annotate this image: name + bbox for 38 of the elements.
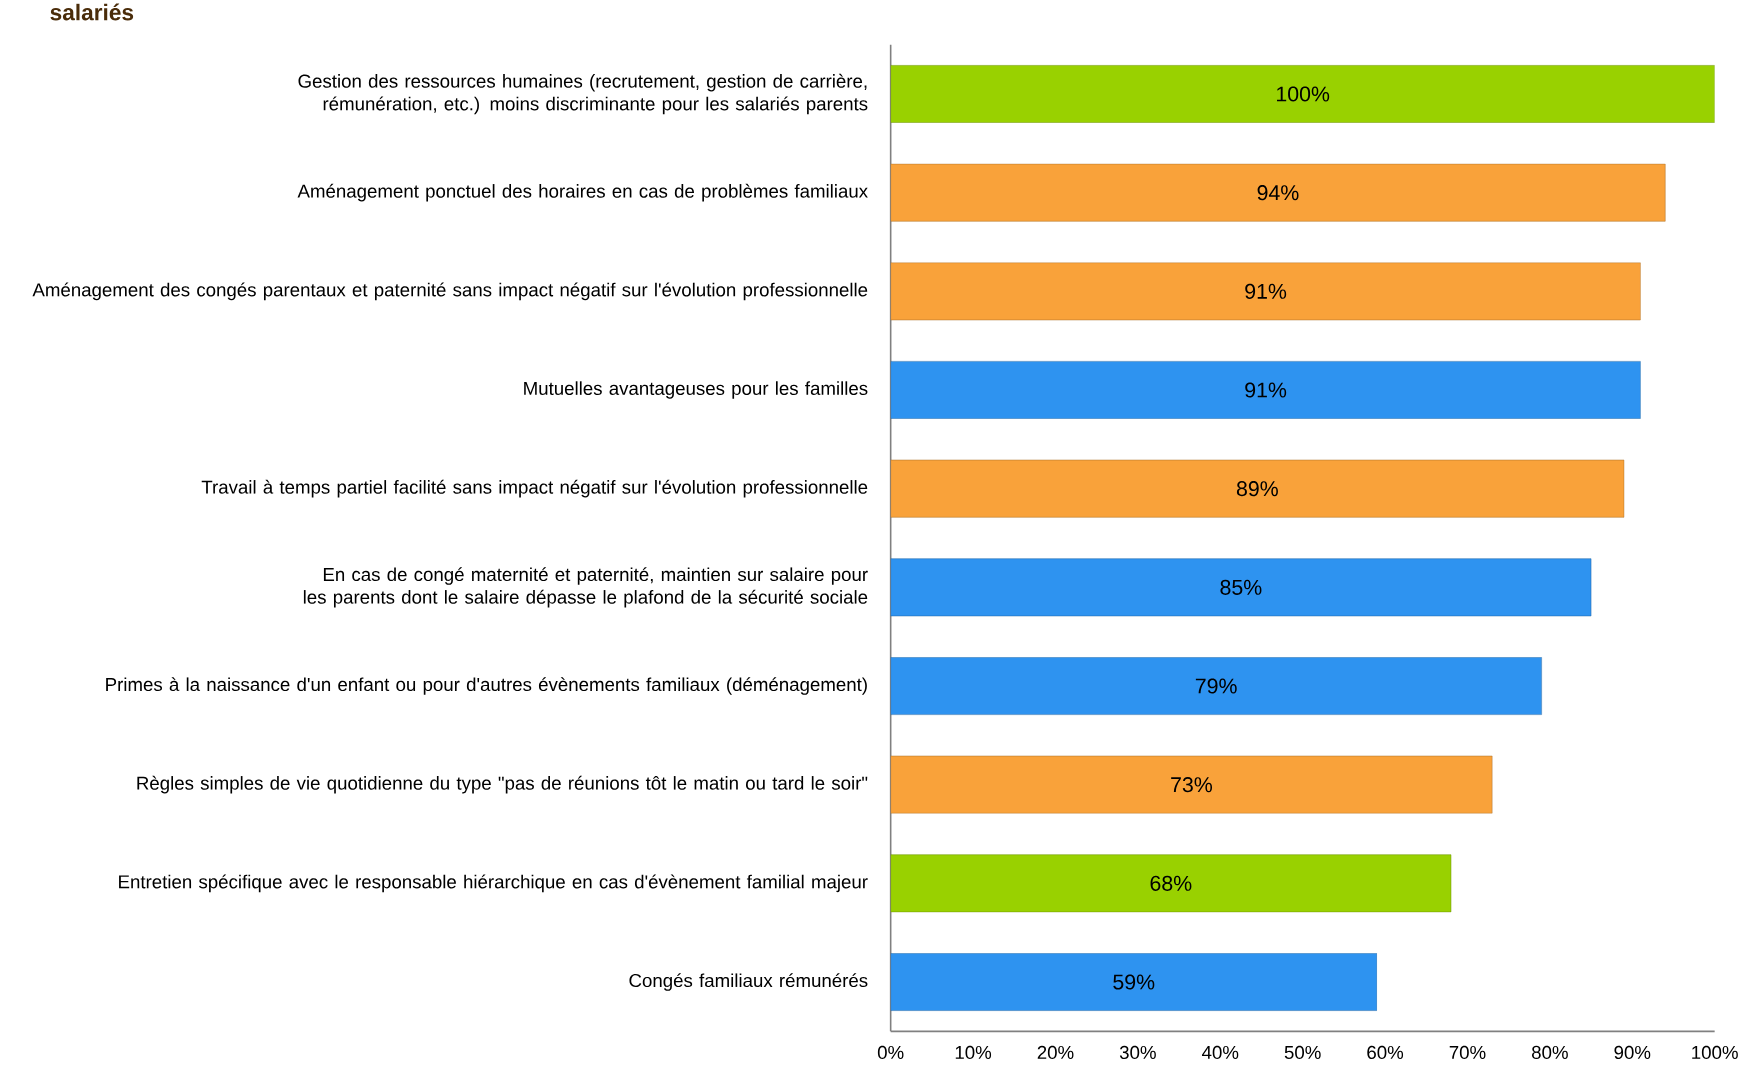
data-label: 100% bbox=[1277, 86, 1330, 102]
bar bbox=[890, 953, 1378, 1011]
y-tick-label: Aménagement des congés parentaux et paternité sans impact négatif sur l'évolution professionnelle bbox=[32, 282, 868, 301]
data-label: 79% bbox=[1195, 678, 1237, 694]
x-tick-label: 30% bbox=[1119, 1045, 1156, 1060]
y-tick-label: Règles simples de vie quotidienne du type "pas de réunions tôt le matin ou tard le soir" bbox=[137, 775, 868, 794]
text: salariés bbox=[50, 3, 134, 21]
x-tick-label: 40% bbox=[1202, 1045, 1239, 1060]
x-tick-label: 70% bbox=[1449, 1045, 1486, 1060]
data-label: 85% bbox=[1220, 579, 1262, 595]
y-tick-label: Gestion des ressources humaines (recrutement, gestion de carrière, rémunération, etc.) moins discriminante pour les salariés parents bbox=[298, 73, 868, 115]
y-tick-label: En cas de congé maternité et paternité, maintien sur salaire pour les parents dont le salaire dépasse le plafond de la sécurité sociale bbox=[303, 567, 868, 608]
bar bbox=[890, 854, 1452, 913]
x-tick-label: 80% bbox=[1532, 1045, 1568, 1060]
bar bbox=[890, 163, 1666, 222]
x-tick-label: 60% bbox=[1367, 1045, 1404, 1060]
data-label: 73% bbox=[1171, 777, 1213, 793]
data-label: 68% bbox=[1150, 875, 1192, 891]
y-tick-label: Mutuelles avantageuses pour les familles bbox=[524, 381, 868, 399]
y-tick-label: Travail à temps partiel facilité sans impact négatif sur l'évolution professionnelle bbox=[201, 479, 868, 498]
y-tick-label: Congés familiaux rémunérés bbox=[629, 973, 868, 991]
x-tick-label: 0% bbox=[877, 1045, 904, 1060]
data-label: 91% bbox=[1245, 283, 1287, 299]
y-tick-label: Primes à la naissance d'un enfant ou pour d'autres évènements familiaux (déménagement) bbox=[106, 677, 867, 695]
data-label: 94% bbox=[1257, 185, 1299, 201]
data-label: 59% bbox=[1113, 974, 1155, 990]
x-tick-label: 20% bbox=[1037, 1045, 1074, 1060]
x-tick-label: 50% bbox=[1284, 1045, 1321, 1060]
bar bbox=[890, 459, 1625, 518]
bar bbox=[890, 262, 1641, 321]
data-label: 91% bbox=[1245, 382, 1287, 398]
y-tick-label: Aménagement ponctuel des horaires en cas de problèmes familiaux bbox=[297, 183, 868, 202]
data-label: 89% bbox=[1236, 481, 1278, 497]
x-tick-label: 100% bbox=[1692, 1045, 1738, 1060]
y-tick-label: Entretien spécifique avec le responsable hiérarchique en cas d'évènement familial majeur bbox=[119, 874, 868, 893]
bar bbox=[890, 65, 1715, 123]
x-tick-label: 90% bbox=[1614, 1045, 1651, 1060]
x-tick-label: 10% bbox=[955, 1045, 992, 1060]
